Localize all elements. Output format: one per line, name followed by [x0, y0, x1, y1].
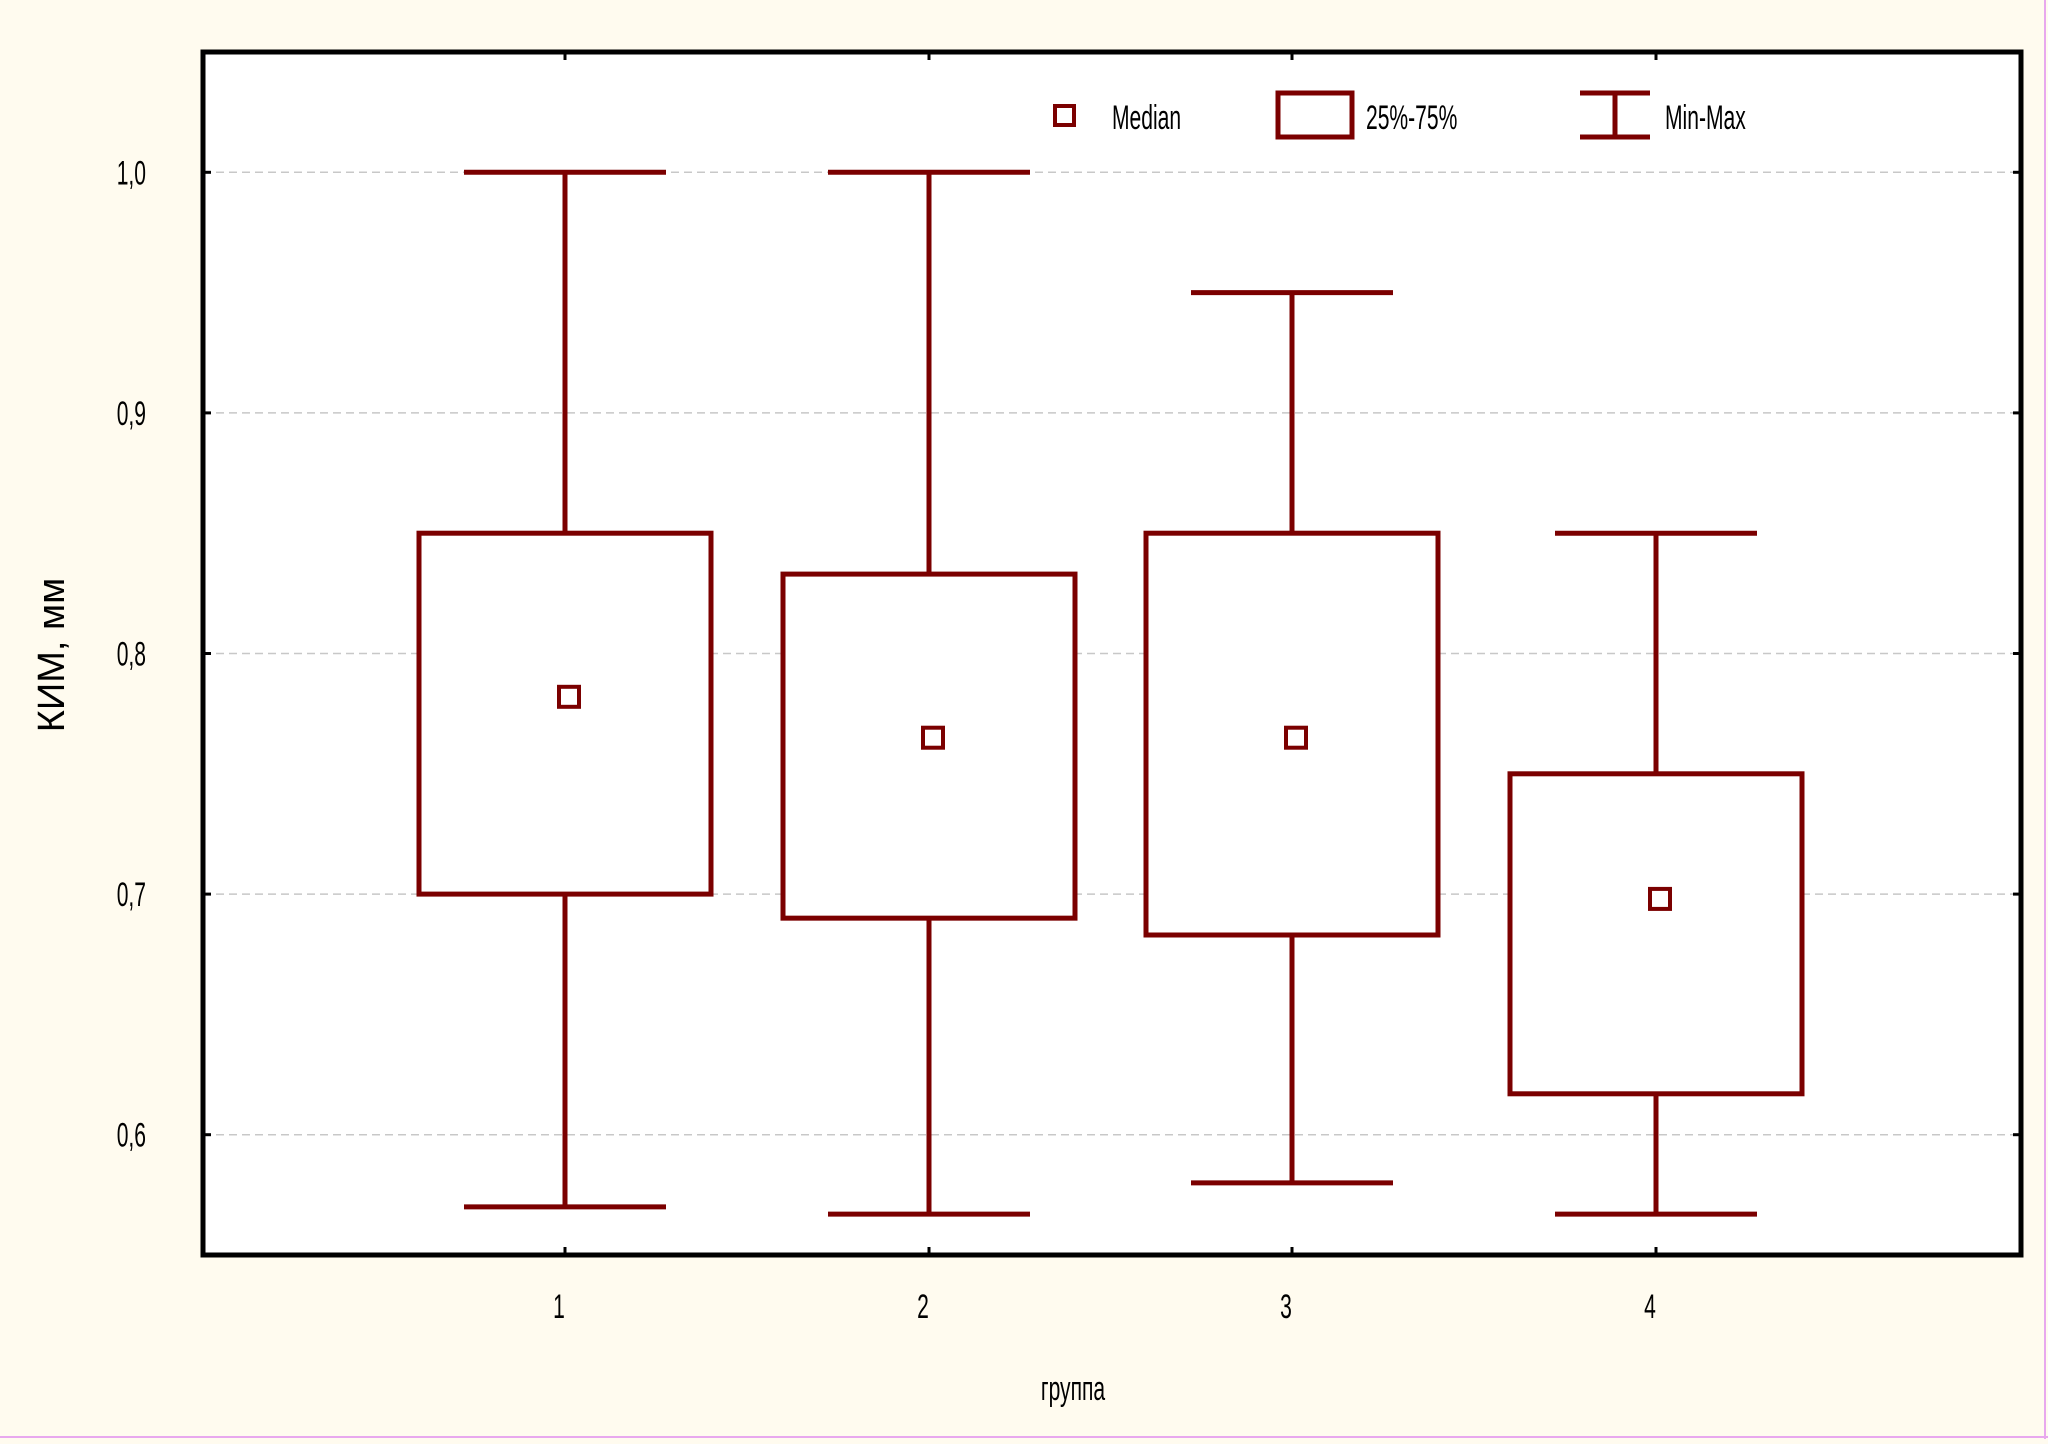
legend-label-box: 25%-75% — [1366, 98, 1457, 136]
median-marker — [1284, 725, 1308, 750]
boxes — [416, 169, 1805, 1217]
bottom-edge-line — [0, 1436, 2048, 1438]
y-tick-label: 1,0 — [117, 153, 146, 191]
x-axis-tick-labels: 1 2 3 4 — [553, 1287, 1656, 1325]
y-tick-label: 0,7 — [117, 875, 146, 913]
legend-label-median: Median — [1112, 98, 1181, 136]
legend: Median 25%-75% Min-Max — [1053, 90, 1746, 140]
median-marker — [921, 725, 945, 750]
median-marker — [1648, 886, 1672, 911]
y-axis-tick-labels: 0,6 0,7 0,8 0,9 1,0 — [117, 153, 146, 1154]
y-tick-label: 0,9 — [117, 394, 146, 432]
x-tick-label: 4 — [1644, 1287, 1656, 1325]
x-tick-label: 3 — [1280, 1287, 1292, 1325]
y-tick-label: 0,8 — [117, 634, 146, 672]
legend-box-swatch — [1275, 90, 1355, 140]
box-group-3 — [1143, 290, 1441, 1186]
x-axis-title: группа — [1041, 1369, 1105, 1407]
y-axis-title: КИМ, мм — [31, 578, 73, 732]
box-group-1 — [416, 169, 714, 1210]
median-marker — [557, 684, 581, 709]
legend-label-whisker: Min-Max — [1665, 98, 1746, 136]
x-tick-label: 1 — [553, 1287, 565, 1325]
box-group-4 — [1507, 530, 1805, 1217]
y-tick-label: 0,6 — [117, 1115, 146, 1153]
frame-ticks — [203, 52, 2021, 1255]
right-edge-line — [2044, 0, 2046, 1439]
x-tick-label: 2 — [917, 1287, 929, 1325]
legend-median-swatch — [1053, 104, 1076, 127]
iqr-box — [1507, 771, 1805, 1097]
iqr-box — [416, 530, 714, 897]
box-group-2 — [780, 169, 1078, 1217]
